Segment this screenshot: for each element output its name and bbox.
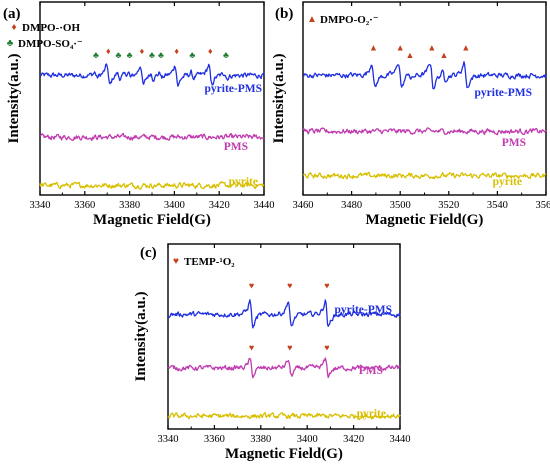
peak-marker: ♥: [324, 342, 329, 352]
panel-label: (c): [140, 245, 157, 261]
series-line-pyrite-pms: [39, 63, 265, 87]
legend-symbol: ♥: [173, 256, 179, 267]
peak-marker: ▲: [439, 50, 448, 60]
series-line-pyrite-pms: [167, 299, 401, 329]
panel-a: 3340 3360 3380 3400 3420 3440 Magnetic Field(G…: [3, 1, 275, 228]
y-axis-label: Intensity(a.u.): [133, 291, 149, 381]
peak-marker: ♥: [324, 280, 329, 290]
series-line-pyrite: [167, 411, 401, 420]
peak-marker: ♥: [287, 342, 292, 352]
series-label-pyrite: pyrite: [493, 176, 522, 188]
peak-marker: ▲: [369, 42, 378, 52]
legend-text: DMPO-O₂·⁻: [320, 14, 379, 26]
peak-marker: ♣: [115, 50, 121, 60]
panel-b: 3460 3480 3500 3520 3540 3560 Magnetic Field(G…: [271, 1, 550, 228]
panel-label: (a): [3, 6, 21, 22]
x-axis-label: Magnetic Field(G): [225, 446, 343, 462]
peak-marker: ♣: [189, 50, 195, 60]
x-tick-label: 3520: [438, 200, 459, 211]
series-label-pyrite: pyrite: [357, 408, 386, 420]
axes-frame: [167, 243, 401, 430]
x-tick-label: 3540: [487, 200, 508, 211]
x-tick-label: 3360: [74, 200, 95, 211]
series-line-pyrite: [302, 171, 547, 180]
x-tick-label: 3420: [209, 200, 230, 211]
x-axis-label: Magnetic Field(G): [366, 212, 484, 228]
peak-marker: ▲: [427, 42, 436, 52]
peak-marker: ♥: [287, 280, 292, 290]
peak-marker: ♦: [174, 46, 179, 56]
x-tick-label: 3380: [119, 200, 140, 211]
series-line-pms: [302, 127, 547, 136]
peak-marker: ♣: [223, 50, 229, 60]
x-tick-label: 3420: [343, 434, 364, 445]
legend-symbol: ♦: [11, 22, 16, 33]
peak-marker: ▲: [461, 42, 470, 52]
legend-text: DMPO-·OH: [22, 22, 80, 34]
x-tick-label: 3400: [297, 434, 318, 445]
legend-symbol: ♣: [7, 38, 14, 49]
peak-marker: ♥: [249, 280, 254, 290]
y-axis-label: Intensity(a.u.): [271, 53, 287, 143]
x-tick-label: 3500: [390, 200, 411, 211]
x-tick-label: 3340: [30, 200, 51, 211]
x-tick-label: 3400: [164, 200, 185, 211]
legend-symbol: ▲: [307, 14, 317, 25]
x-tick-label: 3380: [250, 434, 271, 445]
peak-marker: ♣: [149, 50, 155, 60]
series-line-pms: [39, 132, 265, 142]
peak-marker: ▲: [396, 42, 405, 52]
peak-marker: ♣: [93, 50, 99, 60]
series-label-pms: PMS: [224, 141, 248, 153]
panel-label: (b): [275, 6, 293, 22]
legend-text: DMPO-SO₄·⁻: [18, 38, 83, 50]
series-line-pyrite-pms: [302, 61, 547, 90]
series-label-pms: PMS: [359, 365, 383, 377]
series-label-pyrite-pms: pyrite-PMS: [335, 304, 392, 316]
series-label-pyrite-pms: pyrite-PMS: [475, 87, 532, 99]
y-axis-label: Intensity(a.u.): [6, 53, 22, 143]
series-label-pms: PMS: [502, 137, 526, 149]
peak-marker: ♥: [249, 342, 254, 352]
series-line-pyrite: [39, 181, 265, 190]
x-tick-label: 3440: [390, 434, 411, 445]
x-tick-label: 3340: [158, 434, 179, 445]
peak-marker: ♦: [208, 46, 213, 56]
peak-marker: ♣: [158, 50, 164, 60]
series-line-pms: [167, 357, 401, 379]
x-tick-label: 3440: [254, 200, 275, 211]
x-tick-label: 3480: [341, 200, 362, 211]
panel-c: 3340 3360 3380 3400 3420 3440 Magnetic Field(G…: [133, 243, 411, 462]
peak-marker: ♦: [106, 46, 111, 56]
x-tick-label: 3560: [536, 200, 550, 211]
x-tick-label: 3360: [204, 434, 225, 445]
series-label-pyrite: pyrite: [229, 176, 258, 188]
peak-marker: ▲: [405, 50, 414, 60]
series-label-pyrite-pms: pyrite-PMS: [205, 83, 262, 95]
legend-text: TEMP-¹O₂: [184, 256, 235, 268]
peak-marker: ♣: [127, 50, 133, 60]
x-axis-label: Magnetic Field(G): [93, 212, 211, 228]
peak-marker: ♦: [140, 46, 145, 56]
x-tick-label: 3460: [293, 200, 314, 211]
